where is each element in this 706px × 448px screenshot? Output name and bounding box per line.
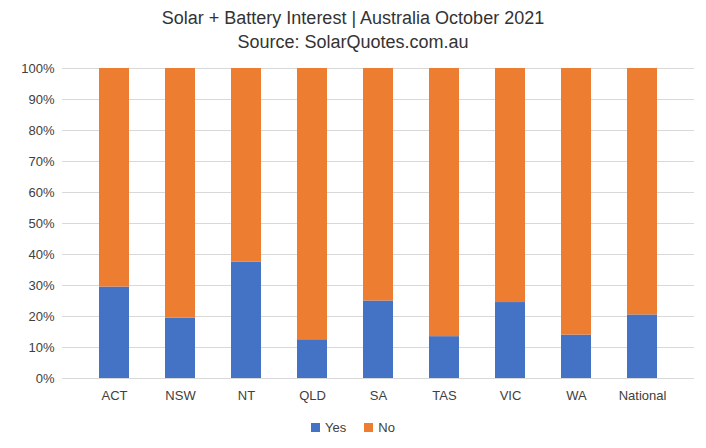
- svg-text:70%: 70%: [28, 154, 54, 169]
- html-text:No: No: [378, 419, 395, 435]
- svg-text:20%: 20%: [28, 309, 54, 324]
- svg-text:10%: 10%: [28, 340, 54, 355]
- svg-text:0%: 0%: [36, 371, 55, 386]
- svg-text:NT: NT: [238, 388, 255, 403]
- svg-text:50%: 50%: [28, 216, 54, 231]
- svg-text:NSW: NSW: [165, 388, 196, 403]
- svg-text:80%: 80%: [28, 123, 54, 138]
- svg-text:SA: SA: [370, 388, 388, 403]
- svg-text:ACT: ACT: [102, 388, 128, 403]
- svg-text:QLD: QLD: [299, 388, 326, 403]
- html-text:Yes: Yes: [325, 419, 347, 435]
- svg-text:60%: 60%: [28, 185, 54, 200]
- svg-text:30%: 30%: [28, 278, 54, 293]
- svg-text:VIC: VIC: [500, 388, 522, 403]
- svg-text:TAS: TAS: [432, 388, 457, 403]
- svg-text:100%: 100%: [21, 61, 55, 76]
- html-text:Solar + Battery Interest | Aus: Solar + Battery Interest | Australia Oct…: [161, 8, 545, 28]
- html-text:Source: SolarQuotes.com.au: Source: SolarQuotes.com.au: [237, 32, 469, 52]
- svg-text:WA: WA: [566, 388, 587, 403]
- svg-text:National: National: [619, 388, 667, 403]
- svg-text:90%: 90%: [28, 92, 54, 107]
- svg-text:40%: 40%: [28, 247, 54, 262]
